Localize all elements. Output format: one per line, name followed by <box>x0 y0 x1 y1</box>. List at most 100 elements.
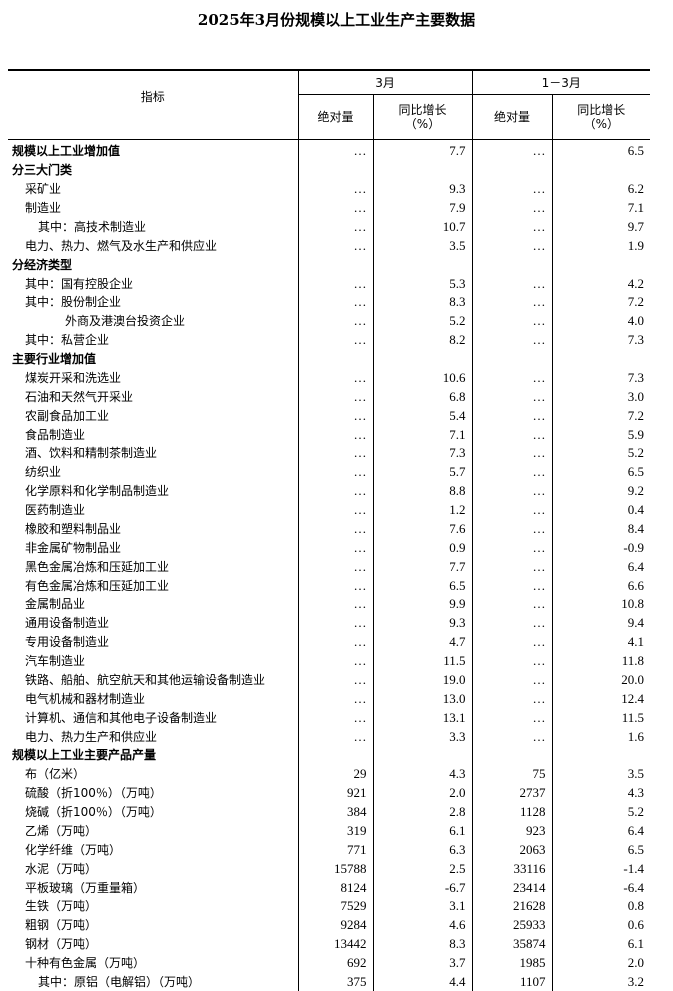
q1-yoy-cell: 7.2 <box>552 406 650 425</box>
march-absolute-cell: 692 <box>298 954 373 973</box>
indicator-label: 规模以上工业增加值 <box>8 140 298 161</box>
q1-yoy-cell: 7.1 <box>552 199 650 218</box>
indicator-label: 橡胶和塑料制品业 <box>8 520 298 539</box>
march-yoy-cell: 8.2 <box>373 331 472 350</box>
q1-yoy-cell: 20.0 <box>552 671 650 690</box>
table-row: 酒、饮料和精制茶制造业…7.3…5.2 <box>8 444 650 463</box>
march-absolute-cell: 771 <box>298 840 373 859</box>
indicator-label: 主要行业增加值 <box>8 350 298 369</box>
march-absolute-cell <box>298 746 373 765</box>
indicator-label: 煤炭开采和洗选业 <box>8 369 298 388</box>
march-absolute-cell: 29 <box>298 765 373 784</box>
march-absolute-cell: … <box>298 199 373 218</box>
march-absolute-cell: … <box>298 463 373 482</box>
q1-yoy-cell: 0.8 <box>552 897 650 916</box>
indicator-label: 外商及港澳台投资企业 <box>8 312 298 331</box>
q1-yoy-cell: 5.9 <box>552 425 650 444</box>
march-absolute-cell: 15788 <box>298 859 373 878</box>
march-yoy-cell: 0.9 <box>373 538 472 557</box>
indicator-label: 铁路、船舶、航空航天和其他运输设备制造业 <box>8 671 298 690</box>
q1-absolute-cell: … <box>472 671 552 690</box>
march-absolute-cell: … <box>298 557 373 576</box>
q1-absolute-cell: 1985 <box>472 954 552 973</box>
march-yoy-cell: 9.9 <box>373 595 472 614</box>
march-absolute-cell: 375 <box>298 973 373 991</box>
q1-yoy-cell: 1.6 <box>552 727 650 746</box>
indicator-label: 食品制造业 <box>8 425 298 444</box>
q1-yoy-cell: 4.1 <box>552 633 650 652</box>
table-row: 橡胶和塑料制品业…7.6…8.4 <box>8 520 650 539</box>
table-row: 其中：高技术制造业…10.7…9.7 <box>8 218 650 237</box>
q1-yoy-cell: 6.6 <box>552 576 650 595</box>
q1-absolute-cell: … <box>472 369 552 388</box>
q1-yoy-cell: 12.4 <box>552 689 650 708</box>
q1-absolute-cell: … <box>472 576 552 595</box>
data-table: 指标 3月 1－3月 绝对量 同比增长（%） 绝对量 同比增长（%） 规模以上工… <box>8 69 650 991</box>
q1-absolute-cell: … <box>472 557 552 576</box>
march-yoy-cell: 7.7 <box>373 557 472 576</box>
indicator-label: 其中：私营企业 <box>8 331 298 350</box>
q1-yoy-cell <box>552 161 650 180</box>
march-yoy-cell: 8.3 <box>373 935 472 954</box>
indicator-label: 化学纤维（万吨） <box>8 840 298 859</box>
march-absolute-cell: 7529 <box>298 897 373 916</box>
indicator-label: 制造业 <box>8 199 298 218</box>
march-absolute-cell: … <box>298 633 373 652</box>
table-row: 其中：股份制企业…8.3…7.2 <box>8 293 650 312</box>
march-yoy-cell: 2.8 <box>373 803 472 822</box>
march-absolute-cell: … <box>298 331 373 350</box>
march-yoy-cell: 3.3 <box>373 727 472 746</box>
q1-absolute-cell: … <box>472 180 552 199</box>
march-yoy-cell: 19.0 <box>373 671 472 690</box>
q1-yoy-cell: 9.4 <box>552 614 650 633</box>
table-row: 煤炭开采和洗选业…10.6…7.3 <box>8 369 650 388</box>
march-yoy-cell: 7.6 <box>373 520 472 539</box>
march-yoy-cell: 7.1 <box>373 425 472 444</box>
q1-yoy-cell: 7.2 <box>552 293 650 312</box>
indicator-label: 生铁（万吨） <box>8 897 298 916</box>
indicator-label: 有色金属冶炼和压延加工业 <box>8 576 298 595</box>
march-absolute-cell: … <box>298 652 373 671</box>
q1-yoy-cell <box>552 255 650 274</box>
march-absolute-cell: … <box>298 576 373 595</box>
march-yoy-cell: 3.5 <box>373 236 472 255</box>
q1-absolute-cell: … <box>472 274 552 293</box>
indicator-label: 布（亿米） <box>8 765 298 784</box>
q1-absolute-cell: 2737 <box>472 784 552 803</box>
absolute-header: 绝对量 <box>298 95 373 140</box>
march-yoy-cell: 6.1 <box>373 822 472 841</box>
march-yoy-cell: 11.5 <box>373 652 472 671</box>
indicator-label: 电气机械和器材制造业 <box>8 689 298 708</box>
table-row: 其中：国有控股企业…5.3…4.2 <box>8 274 650 293</box>
q1-yoy-cell: 7.3 <box>552 369 650 388</box>
indicator-label: 酒、饮料和精制茶制造业 <box>8 444 298 463</box>
q1-absolute-cell: … <box>472 727 552 746</box>
indicator-label: 其中：国有控股企业 <box>8 274 298 293</box>
march-absolute-cell: 8124 <box>298 878 373 897</box>
march-absolute-cell: … <box>298 538 373 557</box>
q1-absolute-cell: … <box>472 140 552 161</box>
q1-yoy-cell: 9.7 <box>552 218 650 237</box>
q1-yoy-cell: -0.9 <box>552 538 650 557</box>
q1-absolute-cell: … <box>472 482 552 501</box>
q1-yoy-cell: 10.8 <box>552 595 650 614</box>
march-yoy-cell: 5.3 <box>373 274 472 293</box>
march-absolute-cell: … <box>298 236 373 255</box>
section-row: 规模以上工业主要产品产量 <box>8 746 650 765</box>
indicator-label: 平板玻璃（万重量箱） <box>8 878 298 897</box>
q1-yoy-cell: 0.6 <box>552 916 650 935</box>
q1-absolute-cell: … <box>472 614 552 633</box>
march-yoy-cell: 13.1 <box>373 708 472 727</box>
q1-absolute-cell: … <box>472 595 552 614</box>
q1-yoy-cell: -1.4 <box>552 859 650 878</box>
q1-absolute-cell: … <box>472 425 552 444</box>
march-yoy-cell: 8.8 <box>373 482 472 501</box>
q1-absolute-cell <box>472 350 552 369</box>
indicator-label: 医药制造业 <box>8 501 298 520</box>
yoy-header: 同比增长（%） <box>373 95 472 140</box>
q1-yoy-cell: 5.2 <box>552 803 650 822</box>
indicator-label: 通用设备制造业 <box>8 614 298 633</box>
